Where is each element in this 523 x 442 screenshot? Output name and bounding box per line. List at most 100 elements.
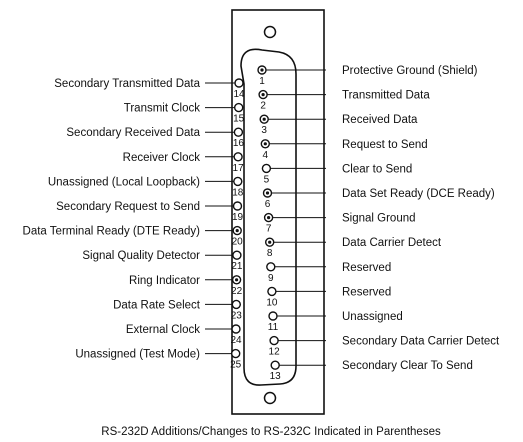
flange-mounting-hole-top	[263, 25, 277, 39]
pin-number: 17	[233, 163, 245, 174]
pin-label: Receiver Clock	[123, 152, 201, 164]
pin-15-contact	[233, 102, 244, 113]
pin-label: Transmitted Data	[342, 90, 430, 102]
pin-label: Data Terminal Ready (DTE Ready)	[23, 226, 201, 238]
pin-label: Secondary Data Carrier Detect	[342, 336, 500, 348]
pin-7: 7 Signal Ground	[263, 213, 416, 235]
pin-label: Data Set Ready (DCE Ready)	[342, 188, 495, 200]
pin-13: 13 Secondary Clear To Send	[270, 360, 473, 382]
pin-number: 25	[230, 360, 242, 371]
pin-8: 8 Data Carrier Detect	[265, 237, 442, 259]
pin-label: Secondary Received Data	[66, 127, 200, 139]
pin-number: 11	[268, 322, 279, 333]
pin-number: 18	[232, 187, 244, 198]
pin-number: 2	[260, 101, 266, 112]
pin-2-contact-dot	[261, 93, 265, 97]
pin-label: Clear to Send	[342, 163, 412, 175]
pin-label: Data Carrier Detect	[342, 237, 442, 249]
pin-16: 16 Secondary Received Data	[66, 127, 244, 149]
pin-25-contact	[230, 348, 241, 359]
pin-4-contact-dot	[263, 142, 267, 146]
pin-label: External Clock	[126, 324, 200, 336]
pin-16-contact	[233, 127, 244, 137]
pin-2: 2 Transmitted Data	[258, 90, 430, 112]
pin-label: Transmit Clock	[124, 103, 200, 115]
pin-21: 21 Signal Quality Detector	[82, 250, 243, 272]
pin-number: 8	[267, 248, 273, 259]
pin-19: 19 Secondary Request to Send	[56, 201, 243, 223]
pin-1-contact-dot	[260, 68, 264, 72]
pin-number: 19	[232, 212, 244, 223]
pin-25: 25 Unassigned (Test Mode)	[75, 349, 241, 371]
pin-20-contact-dot	[235, 229, 239, 233]
pin-15: 15 Transmit Clock	[124, 103, 245, 125]
pin-3-contact-dot	[262, 117, 266, 121]
pin-10: 10 Reserved	[266, 286, 391, 308]
pin-number: 21	[231, 261, 243, 272]
pin-number: 16	[233, 138, 245, 149]
pin-number: 22	[231, 286, 243, 297]
pin-10-contact	[267, 286, 277, 297]
pin-13-contact	[270, 360, 280, 370]
db25-connector-shell	[231, 9, 325, 415]
pin-1: 1 Protective Ground (Shield)	[257, 65, 478, 87]
pin-number: 7	[266, 224, 272, 235]
pin-number: 24	[230, 335, 242, 346]
pin-12-contact	[269, 335, 279, 346]
pin-number: 23	[231, 310, 243, 321]
pin-14-contact	[234, 78, 244, 88]
pin-23-contact	[231, 299, 242, 310]
pin-label: Signal Quality Detector	[82, 250, 200, 262]
pin-label: Secondary Transmitted Data	[54, 78, 200, 90]
pin-number: 13	[270, 371, 282, 382]
pin-17-contact	[233, 152, 243, 162]
pin-label: Secondary Clear To Send	[342, 360, 473, 372]
pin-19-contact	[232, 201, 243, 211]
pin-18-contact	[233, 176, 243, 187]
pin-number: 4	[263, 150, 269, 161]
pin-23: 23 Data Rate Select	[113, 299, 242, 321]
pin-number: 9	[268, 273, 274, 284]
pin-6-contact-dot	[265, 191, 270, 195]
pin-label: Request to Send	[342, 139, 428, 151]
pin-5-contact	[261, 163, 272, 174]
pin-11-contact	[268, 311, 278, 321]
pin-14: 14 Secondary Transmitted Data	[54, 78, 245, 100]
pin-label: Unassigned (Test Mode)	[75, 349, 200, 361]
pin-6: 6 Data Set Ready (DCE Ready)	[262, 188, 495, 210]
pin-22-contact-dot	[235, 278, 239, 282]
pin-label: Received Data	[342, 114, 418, 126]
pin-label: Ring Indicator	[129, 275, 200, 287]
pin-number: 12	[269, 347, 281, 358]
pin-4: 4 Request to Send	[260, 139, 428, 161]
pin-label: Reserved	[342, 262, 391, 274]
pin-label: Unassigned (Local Loopback)	[48, 176, 200, 188]
pin-label: Secondary Request to Send	[56, 201, 200, 213]
pin-label: Signal Ground	[342, 213, 416, 225]
pin-3: 3 Received Data	[259, 114, 418, 136]
pin-number: 15	[233, 114, 245, 125]
pin-label: Unassigned	[342, 311, 403, 323]
pin-9: 9 Reserved	[266, 262, 391, 284]
flange-mounting-hole-bottom	[263, 391, 277, 405]
pin-24: 24 External Clock	[126, 324, 242, 346]
pin-9-contact	[266, 262, 276, 272]
pin-12: 12 Secondary Data Carrier Detect	[269, 336, 500, 358]
pin-number: 1	[259, 76, 265, 87]
pin-label: Protective Ground (Shield)	[342, 65, 478, 77]
pin-number: 6	[265, 199, 271, 210]
pin-7-contact-dot	[267, 216, 271, 220]
pins-right-group: 1 Protective Ground (Shield) 2 Transmitted …	[257, 65, 500, 382]
pin-number: 20	[232, 237, 244, 248]
pin-number: 5	[264, 174, 270, 185]
pin-number: 10	[266, 297, 278, 308]
pin-number: 3	[261, 125, 267, 136]
pins-left-group: 14 Secondary Transmitted Data 15 Transmit C…	[23, 78, 245, 371]
pin-24-contact	[231, 324, 241, 334]
pin-label: Reserved	[342, 286, 391, 298]
diagram-caption: RS-232D Additions/Changes to RS-232C Ind…	[101, 426, 441, 438]
pin-18: 18 Unassigned (Local Loopback)	[48, 176, 244, 198]
pin-11: 11 Unassigned	[268, 311, 403, 333]
pin-22: 22 Ring Indicator	[129, 275, 243, 297]
